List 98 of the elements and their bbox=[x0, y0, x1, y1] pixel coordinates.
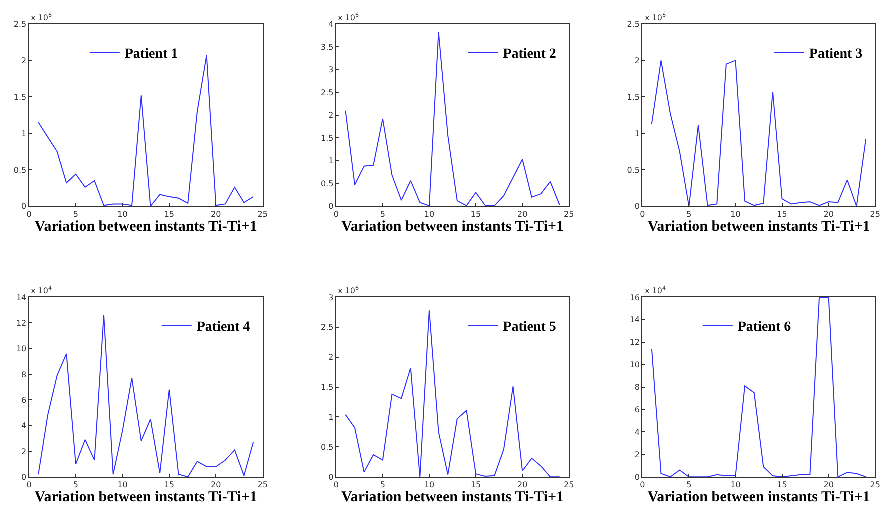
x-tick-label: 15 bbox=[777, 210, 788, 219]
y-tick-label: 0 bbox=[328, 202, 334, 212]
line-series bbox=[651, 60, 867, 206]
x-tick-label: 20 bbox=[211, 210, 222, 219]
line-series bbox=[345, 32, 560, 206]
x-tick-label: 5 bbox=[686, 210, 692, 219]
line-series bbox=[38, 314, 254, 478]
y-tick-label: 0 bbox=[22, 472, 27, 482]
y-tick-label: 14 bbox=[16, 293, 27, 302]
x-tick-label: 20 bbox=[211, 480, 222, 490]
text: x 10$^{6}$ bbox=[338, 12, 360, 22]
legend-label: Patient 1 bbox=[124, 47, 178, 62]
y-tick-label: 1.5 bbox=[14, 92, 27, 102]
y-tick-label: 0 bbox=[22, 202, 27, 212]
x-tick-label: 10 bbox=[118, 480, 128, 490]
x-tick-label: 5 bbox=[686, 480, 692, 490]
x-tick-label: 15 bbox=[470, 210, 482, 219]
y-tick-label: 16 bbox=[630, 293, 640, 302]
x-tick-label: 15 bbox=[777, 480, 788, 490]
y-tick-label: 3 bbox=[328, 293, 334, 302]
y-tick-label: 0 bbox=[634, 202, 640, 212]
y-tick-label: 10 bbox=[630, 360, 640, 370]
x-tick-label: 25 bbox=[564, 480, 574, 490]
y-tick-label: 10 bbox=[16, 344, 27, 354]
x-tick-label: 20 bbox=[517, 210, 528, 219]
y-tick-label: 4 bbox=[328, 20, 334, 30]
y-tick-label: 14 bbox=[630, 316, 640, 325]
x-tick-label: 25 bbox=[258, 210, 268, 219]
text: x 10$^{6}$ bbox=[31, 12, 52, 22]
y-tick-label: 1.5 bbox=[321, 134, 334, 143]
legend-label: Patient 2 bbox=[503, 47, 556, 62]
legend-label: Patient 6 bbox=[738, 320, 792, 336]
y-tick-label: 8 bbox=[634, 383, 640, 392]
y-tick-label: 1.5 bbox=[627, 92, 640, 102]
x-tick-label: 20 bbox=[824, 480, 834, 490]
y-tick-label: 12 bbox=[630, 338, 640, 348]
x-tick-label: 15 bbox=[164, 210, 175, 219]
y-tick-label: 2 bbox=[634, 450, 640, 460]
text: x 10$^{4}$ bbox=[645, 285, 666, 296]
x-tick-label: 15 bbox=[164, 480, 175, 490]
y-tick-label: 12 bbox=[16, 318, 27, 328]
x-tick-label: 25 bbox=[258, 480, 268, 490]
line-series bbox=[651, 297, 867, 478]
y-tick-label: 1 bbox=[634, 129, 640, 138]
y-tick-label: 2 bbox=[22, 56, 27, 66]
x-tick-label: 10 bbox=[730, 210, 741, 219]
y-tick-label: 2 bbox=[634, 56, 640, 66]
y-tick-label: 6 bbox=[22, 396, 27, 405]
y-tick-label: 2 bbox=[328, 353, 334, 362]
legend-label: Patient 3 bbox=[809, 47, 863, 62]
x-tick-label: 15 bbox=[470, 480, 482, 490]
x-tick-label: 25 bbox=[870, 480, 880, 490]
y-tick-label: 0 bbox=[328, 472, 334, 482]
y-tick-label: 4 bbox=[634, 428, 640, 437]
x-tick-label: 5 bbox=[73, 480, 79, 490]
x-axis-title: Variation between instants Ti-Ti+1 bbox=[34, 490, 258, 506]
legend-label: Patient 4 bbox=[196, 320, 250, 336]
y-tick-label: 4 bbox=[22, 422, 27, 431]
x-tick-label: 10 bbox=[730, 480, 741, 490]
x-tick-label: 10 bbox=[118, 210, 128, 219]
x-tick-label: 10 bbox=[424, 210, 435, 219]
x-tick-label: 20 bbox=[517, 480, 528, 490]
y-tick-label: 1 bbox=[328, 156, 334, 166]
y-tick-label: 0.5 bbox=[14, 166, 27, 175]
y-tick-label: 3 bbox=[328, 66, 334, 75]
x-tick-label: 5 bbox=[73, 210, 79, 219]
x-tick-label: 10 bbox=[424, 480, 435, 490]
y-tick-label: 0 bbox=[634, 472, 640, 482]
y-tick-label: 2.5 bbox=[321, 323, 334, 332]
text: x 10$^{4}$ bbox=[31, 285, 52, 296]
legend-label: Patient 5 bbox=[503, 320, 556, 336]
y-tick-label: 0.5 bbox=[321, 179, 334, 188]
y-tick-label: 2.5 bbox=[14, 20, 27, 30]
x-axis-title: Variation between instants Ti-Ti+1 bbox=[648, 219, 870, 235]
text: x 10$^{6}$ bbox=[645, 12, 666, 22]
y-tick-label: 6 bbox=[634, 406, 640, 415]
y-tick-label: 3.5 bbox=[321, 42, 334, 52]
y-tick-label: 2 bbox=[328, 111, 334, 120]
x-tick-label: 25 bbox=[564, 210, 574, 219]
text: x 10$^{6}$ bbox=[338, 285, 360, 296]
line-series bbox=[345, 310, 560, 478]
x-tick-label: 5 bbox=[380, 210, 386, 219]
y-tick-label: 0.5 bbox=[321, 442, 334, 452]
y-tick-label: 1 bbox=[22, 129, 27, 138]
x-axis-title: Variation between instants Ti-Ti+1 bbox=[648, 490, 870, 506]
y-tick-label: 1.5 bbox=[321, 383, 334, 392]
y-tick-label: 2.5 bbox=[321, 88, 334, 98]
y-tick-label: 8 bbox=[22, 370, 27, 380]
x-tick-label: 5 bbox=[380, 480, 386, 490]
x-tick-label: 20 bbox=[824, 210, 834, 219]
y-tick-label: 2 bbox=[22, 447, 27, 456]
y-tick-label: 2.5 bbox=[627, 20, 640, 30]
x-axis-title: Variation between instants Ti-Ti+1 bbox=[341, 219, 564, 235]
y-tick-label: 0.5 bbox=[627, 166, 640, 175]
x-tick-label: 25 bbox=[870, 210, 880, 219]
y-tick-label: 1 bbox=[328, 413, 334, 422]
x-axis-title: Variation between instants Ti-Ti+1 bbox=[341, 490, 564, 506]
x-axis-title: Variation between instants Ti-Ti+1 bbox=[34, 219, 258, 235]
